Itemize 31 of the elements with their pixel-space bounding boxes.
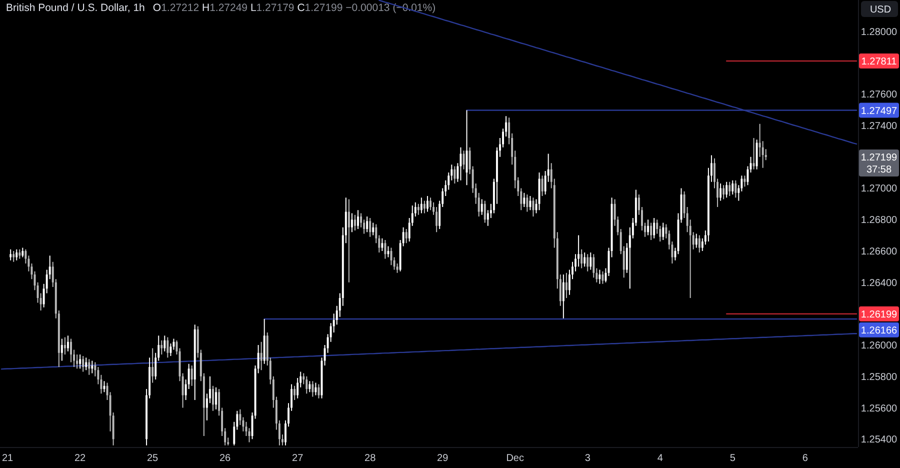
candlestick bbox=[752, 138, 755, 170]
series-label: 1.27811 bbox=[861, 56, 898, 68]
x-tick-label: Dec bbox=[506, 453, 524, 464]
x-tick-label: 28 bbox=[364, 453, 376, 464]
y-tick-label: 1.27600 bbox=[860, 90, 898, 101]
x-tick-label: 21 bbox=[2, 453, 14, 464]
series-label: 1.26166 bbox=[860, 325, 898, 336]
line-series bbox=[0, 333, 858, 370]
y-tick-label: 1.25800 bbox=[860, 372, 898, 383]
y-tick-label: 1.28000 bbox=[860, 26, 898, 38]
x-tick-label: 27 bbox=[292, 453, 304, 464]
chart-title: British Pound / U.S. Dollar, 1h bbox=[6, 2, 146, 14]
x-tick-label: 5 bbox=[730, 453, 736, 464]
series-label: 1.26199 bbox=[860, 309, 898, 320]
series-label: 1.27497 bbox=[860, 106, 898, 117]
x-tick-label: 22 bbox=[74, 453, 86, 464]
y-tick-label: 1.26400 bbox=[860, 278, 898, 289]
y-tick-label: 1.25600 bbox=[860, 403, 898, 414]
y-tick-label: 1.25400 bbox=[860, 434, 898, 446]
x-tick-label: 3 bbox=[584, 453, 591, 464]
y-tick-label: 1.26000 bbox=[860, 340, 898, 352]
y-tick-label: 1.27000 bbox=[860, 184, 898, 195]
x-tick-label: 4 bbox=[657, 453, 664, 464]
x-tick-label: 25 bbox=[147, 453, 159, 464]
y-tick-label: 1.26800 bbox=[860, 215, 898, 226]
x-tick-label: 26 bbox=[220, 453, 232, 464]
y-tick-label: 1.26600 bbox=[860, 246, 898, 258]
y-tick-label: 1.27400 bbox=[860, 120, 898, 132]
x-tick-label: 29 bbox=[437, 453, 449, 464]
x-tick-label: 6 bbox=[802, 453, 808, 464]
y-axis-title: USD bbox=[870, 4, 892, 16]
